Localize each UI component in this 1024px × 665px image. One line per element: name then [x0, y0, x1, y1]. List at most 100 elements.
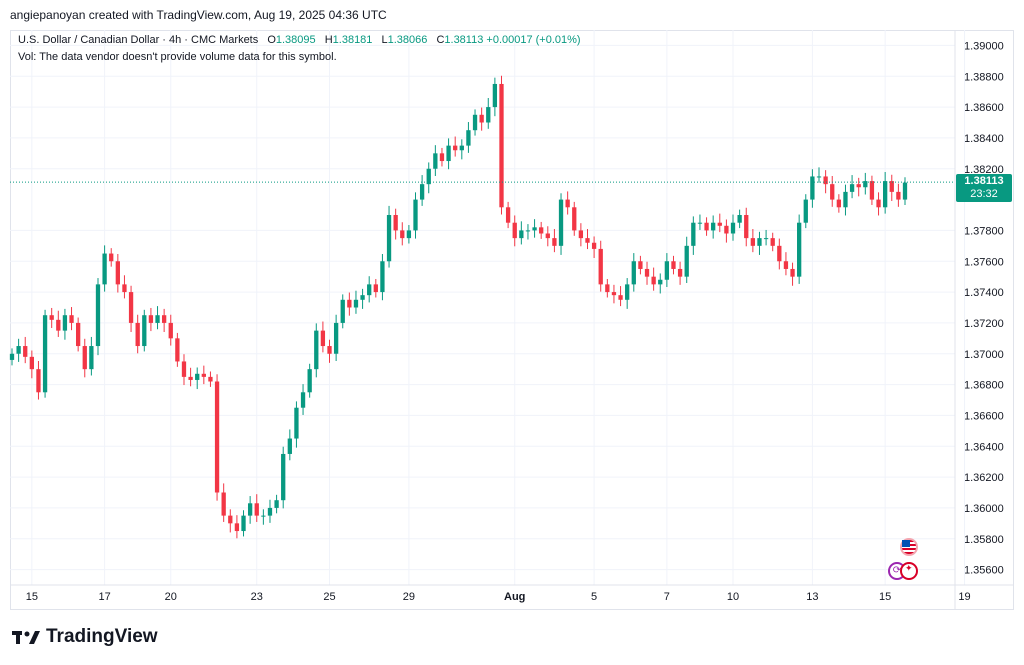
y-tick-label: 1.37800	[964, 225, 1004, 237]
candle-body	[208, 376, 213, 382]
candle-body	[102, 253, 107, 285]
candle-body	[360, 295, 365, 300]
candle-body	[373, 284, 378, 293]
candle-body	[446, 145, 451, 162]
candle-body	[492, 83, 498, 108]
candle-body	[605, 284, 610, 293]
candle-body	[856, 184, 861, 188]
candle-body	[234, 523, 240, 532]
candle-body	[730, 222, 736, 234]
volume-note: Vol: The data vendor doesn't provide vol…	[18, 51, 337, 63]
candle-body	[161, 315, 167, 323]
chart-credit: angiepanoyan created with TradingView.co…	[10, 8, 387, 22]
candle-body	[638, 261, 643, 269]
candle-body	[843, 191, 848, 208]
candle-body	[314, 330, 319, 370]
low-value: 1.38066	[387, 34, 428, 46]
y-tick-label: 1.37400	[964, 287, 1004, 299]
candle-body	[247, 503, 253, 516]
candle-body	[763, 238, 769, 240]
symbol-title: U.S. Dollar / Canadian Dollar · 4h · CMC…	[18, 34, 259, 46]
y-tick-label: 1.39000	[964, 40, 1004, 52]
candle-body	[519, 230, 524, 239]
candle-body	[757, 238, 762, 246]
candle-body	[625, 284, 630, 300]
y-tick-label: 1.35800	[964, 534, 1004, 546]
x-tick-label: 10	[727, 591, 739, 603]
candle-body	[148, 315, 154, 323]
candle-body	[195, 373, 200, 380]
candle-body	[109, 253, 114, 262]
y-tick-label: 1.35600	[964, 565, 1004, 577]
candle-body	[36, 369, 41, 393]
y-tick-label: 1.36600	[964, 410, 1004, 422]
candle-body	[42, 315, 48, 393]
tradingview-logo[interactable]: TradingView	[12, 626, 158, 648]
candle-body	[115, 261, 120, 285]
candle-body	[281, 453, 286, 501]
candle-body	[869, 181, 875, 200]
y-tick-label: 1.37200	[964, 318, 1004, 330]
candle-body	[261, 515, 266, 517]
candle-body	[9, 353, 15, 360]
candle-body	[254, 503, 259, 516]
candle-body	[651, 276, 656, 285]
candle-body	[294, 407, 299, 439]
x-tick-label: 7	[664, 591, 670, 603]
candle-body	[598, 248, 603, 285]
candle-body	[783, 261, 789, 269]
candle-body	[770, 238, 775, 246]
close-label: C	[436, 34, 445, 46]
candle-body	[631, 261, 636, 285]
candle-body	[684, 245, 689, 277]
candle-body	[671, 261, 676, 269]
candle-body	[744, 215, 749, 239]
y-tick-label: 1.38600	[964, 102, 1004, 114]
candle-body	[803, 199, 808, 223]
candle-body	[419, 184, 425, 200]
y-tick-label: 1.36800	[964, 380, 1004, 392]
candle-body	[539, 227, 544, 234]
candle-body	[453, 145, 458, 151]
candle-body	[69, 315, 74, 323]
chart-area[interactable]	[10, 30, 1014, 610]
last-price: 1.38113	[964, 175, 1004, 188]
candle-body	[658, 279, 663, 285]
x-tick-label: 25	[323, 591, 335, 603]
candle-body	[393, 215, 398, 231]
candle-body	[181, 361, 187, 377]
x-tick-label: 13	[806, 591, 818, 603]
candle-body	[82, 346, 87, 370]
candle-body	[896, 191, 901, 200]
candle-body	[486, 107, 491, 123]
candle-body	[565, 199, 570, 208]
candle-body	[16, 346, 21, 354]
candle-body	[439, 153, 445, 162]
candle-body	[505, 207, 511, 223]
us-flag-icon[interactable]	[900, 538, 918, 556]
candle-body	[426, 168, 431, 185]
candle-body	[201, 373, 206, 377]
candle-body	[221, 492, 226, 516]
x-tick-label: 23	[251, 591, 263, 603]
candle-body	[62, 315, 68, 331]
candle-body	[585, 238, 590, 243]
candle-body	[433, 153, 438, 169]
candle-body	[724, 225, 729, 234]
candle-body	[876, 199, 881, 208]
canada-flag-icon[interactable]	[900, 562, 918, 580]
candle-body	[697, 222, 703, 224]
candle-body	[790, 268, 795, 277]
candle-body	[459, 145, 464, 151]
candle-body	[406, 230, 412, 239]
candle-body	[214, 381, 220, 493]
x-tick-label: 5	[591, 591, 597, 603]
candle-body	[572, 207, 577, 231]
candle-body	[644, 268, 650, 277]
y-tick-label: 1.38800	[964, 71, 1004, 83]
candle-body	[499, 83, 504, 208]
y-tick-label: 1.38200	[964, 164, 1004, 176]
candle-body	[29, 356, 34, 370]
candle-body	[830, 184, 835, 200]
